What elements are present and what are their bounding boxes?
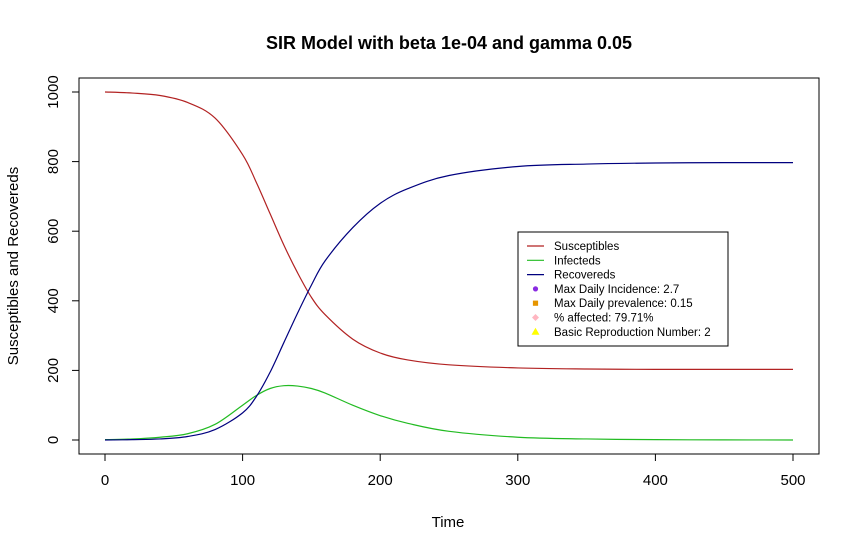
legend-label: Infecteds <box>554 255 601 267</box>
legend-circle-marker <box>532 286 539 292</box>
y-tick-label: 200 <box>45 358 62 383</box>
y-tick-label: 0 <box>45 436 62 444</box>
y-tick-label: 1000 <box>45 75 62 108</box>
x-axis: 0 100 200 300 400 500 <box>101 453 806 489</box>
x-tick-label: 300 <box>505 472 530 489</box>
y-axis: 0 200 400 600 800 1000 <box>45 75 80 444</box>
legend: Susceptibles Infecteds Recovereds Max Daily… <box>517 231 729 347</box>
legend-triangle-marker <box>531 327 540 335</box>
legend-label: Susceptibles <box>554 241 619 253</box>
legend-label: Basic Reproduction Number: 2 <box>554 327 711 339</box>
series-layer <box>104 91 794 441</box>
x-tick-label: 400 <box>643 472 668 489</box>
x-tick-label: 0 <box>101 472 109 489</box>
y-tick-label: 800 <box>45 149 62 174</box>
legend-label: Max Daily prevalence: 0.15 <box>554 298 693 310</box>
series-line-recovereds <box>104 162 794 441</box>
series-line-infecteds <box>104 384 794 441</box>
x-axis-label: Time <box>432 514 465 531</box>
y-tick-label: 600 <box>45 219 62 244</box>
x-tick-label: 200 <box>368 472 393 489</box>
y-axis-label: Susceptibles and Recovereds <box>5 167 22 365</box>
legend-label: Max Daily Incidence: 2.7 <box>554 284 679 296</box>
legend-label: % affected: 79.71% <box>554 313 654 325</box>
legend-square-marker <box>532 300 539 306</box>
x-tick-label: 500 <box>780 472 805 489</box>
series-line-susceptibles <box>104 91 793 370</box>
legend-diamond-marker <box>532 314 539 321</box>
y-tick-label: 400 <box>45 288 62 313</box>
legend-box <box>517 231 729 347</box>
chart-title: SIR Model with beta 1e-04 and gamma 0.05 <box>266 33 632 53</box>
legend-label: Recovereds <box>554 270 616 282</box>
x-tick-label: 100 <box>230 472 255 489</box>
